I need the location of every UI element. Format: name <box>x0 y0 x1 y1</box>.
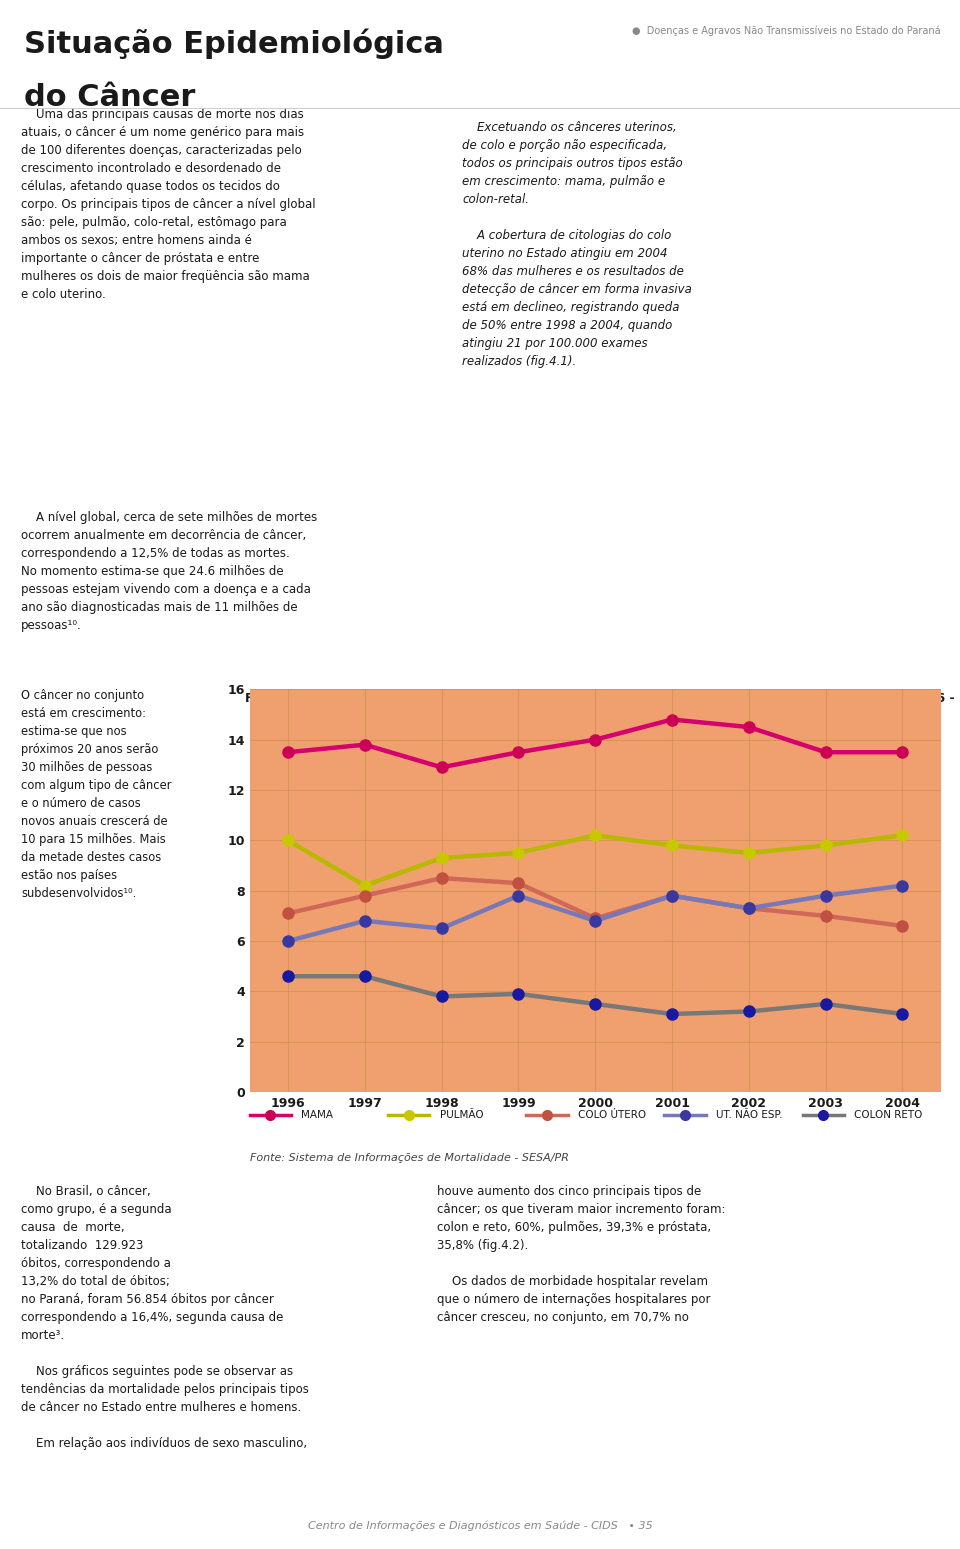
Text: O câncer no conjunto
está em crescimento:
estima-se que nos
próximos 20 anos ser: O câncer no conjunto está em crescimento… <box>21 689 172 900</box>
Text: Figura 4.1 - Coeficiente de mortalidade pelos principaistipos de câncer em mulhe: Figura 4.1 - Coeficiente de mortalidade … <box>245 692 960 705</box>
Text: COLO ÚTERO: COLO ÚTERO <box>578 1109 646 1120</box>
Text: UT. NÃO ESP.: UT. NÃO ESP. <box>716 1109 782 1120</box>
Text: A nível global, cerca de sete milhões de mortes
ocorrem anualmente em decorrênci: A nível global, cerca de sete milhões de… <box>21 511 318 632</box>
Text: Situação Epidemiológica: Situação Epidemiológica <box>24 28 444 59</box>
Text: COLON RETO: COLON RETO <box>854 1109 923 1120</box>
Text: houve aumento dos cinco principais tipos de
câncer; os que tiveram maior increme: houve aumento dos cinco principais tipos… <box>437 1185 726 1324</box>
Text: Excetuando os cânceres uterinos,
de colo e porção não especificada,
todos os pri: Excetuando os cânceres uterinos, de colo… <box>463 121 692 367</box>
Text: do Câncer: do Câncer <box>24 82 196 112</box>
Text: Uma das principais causas de morte nos dias
atuais, o câncer é um nome genérico : Uma das principais causas de morte nos d… <box>21 108 316 302</box>
Text: No Brasil, o câncer,
como grupo, é a segunda
causa  de  morte,
totalizando  129.: No Brasil, o câncer, como grupo, é a seg… <box>21 1185 309 1450</box>
Text: PULMÃO: PULMÃO <box>440 1109 483 1120</box>
Text: MAMA: MAMA <box>301 1109 333 1120</box>
Text: Centro de Informações e Diagnósticos em Saúde - CIDS   • 35: Centro de Informações e Diagnósticos em … <box>307 1521 653 1530</box>
Text: ●  Doenças e Agravos Não Transmissíveis no Estado do Paraná: ● Doenças e Agravos Não Transmissíveis n… <box>633 25 941 36</box>
Text: Fonte: Sistema de Informações de Mortalidade - SESA/PR: Fonte: Sistema de Informações de Mortali… <box>250 1152 568 1163</box>
